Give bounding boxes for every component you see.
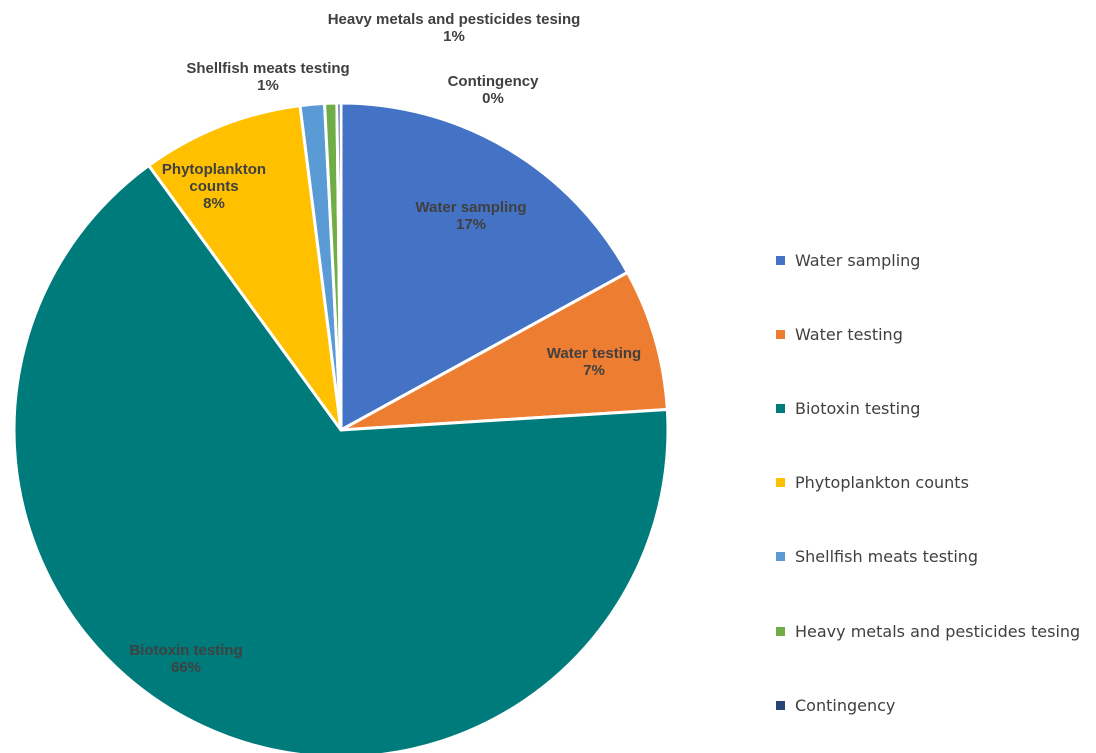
- pie-slice-water-sampling: [339, 101, 630, 433]
- legend-item: Water testing: [776, 322, 903, 346]
- data-label-name: Phytoplankton: [162, 161, 266, 178]
- legend-label: Biotoxin testing: [795, 398, 921, 418]
- legend-label: Heavy metals and pesticides tesing: [795, 621, 1081, 641]
- legend-item: Shellfish meats testing: [776, 545, 978, 569]
- data-label-percent: 7%: [583, 362, 605, 379]
- data-label-name: Biotoxin testing: [129, 642, 242, 659]
- data-label-name: counts: [189, 178, 238, 195]
- data-label-phytoplankton-counts: Phytoplankton counts 8%: [162, 161, 266, 212]
- data-label-biotoxin-testing: Biotoxin testing 66%: [129, 642, 242, 676]
- legend-label: Water sampling: [795, 250, 921, 270]
- legend-swatch: [776, 552, 785, 562]
- data-label-name: Water testing: [547, 345, 641, 362]
- legend-item: Heavy metals and pesticides tesing: [776, 619, 1080, 643]
- legend-swatch: [776, 255, 785, 265]
- data-label-name: Water sampling: [415, 199, 526, 216]
- data-label-contingency: Contingency 0%: [448, 73, 539, 107]
- legend-item: Contingency: [776, 693, 895, 717]
- legend-swatch: [776, 403, 785, 413]
- legend-item: Biotoxin testing: [776, 396, 920, 420]
- data-label-percent: 17%: [456, 216, 486, 233]
- legend-swatch: [776, 626, 785, 636]
- data-label-percent: 8%: [203, 195, 225, 212]
- legend-label: Phytoplankton counts: [795, 473, 969, 493]
- data-label-shellfish-meats-testing: Shellfish meats testing 1%: [186, 60, 349, 94]
- data-label-water-testing: Water testing 7%: [547, 345, 641, 379]
- data-label-name: Contingency: [448, 73, 539, 90]
- legend-swatch: [776, 700, 785, 710]
- pie-slice-water-testing: [340, 270, 669, 432]
- data-label-percent: 1%: [257, 77, 279, 94]
- legend-label: Water testing: [795, 324, 903, 344]
- pie-slice-biotoxin-testing: [12, 163, 670, 753]
- data-label-name: Shellfish meats testing: [186, 60, 349, 77]
- legend-label: Contingency: [795, 695, 896, 715]
- legend-item: Phytoplankton counts: [776, 471, 969, 495]
- legend-item: Water sampling: [776, 248, 920, 272]
- data-label-percent: 0%: [482, 90, 504, 107]
- legend-label: Shellfish meats testing: [795, 547, 979, 567]
- legend-swatch: [776, 478, 785, 488]
- data-label-water-sampling: Water sampling 17%: [415, 199, 526, 233]
- pie-data-labels: Water sampling 17% Water testing 7% Biotoxin…: [129, 11, 641, 676]
- pie-slice-phytoplankton-counts: [146, 103, 343, 431]
- data-label-heavy-metals-and-pesticides-tesing: Heavy metals and pesticides tesing 1%: [328, 11, 581, 45]
- data-label-percent: 1%: [443, 28, 465, 45]
- pie-slices: [12, 101, 670, 753]
- pie-slice-contingency: [335, 101, 343, 431]
- data-label-name: Heavy metals and pesticides tesing: [328, 11, 581, 28]
- data-label-percent: 66%: [171, 659, 201, 676]
- legend-swatch: [776, 329, 785, 339]
